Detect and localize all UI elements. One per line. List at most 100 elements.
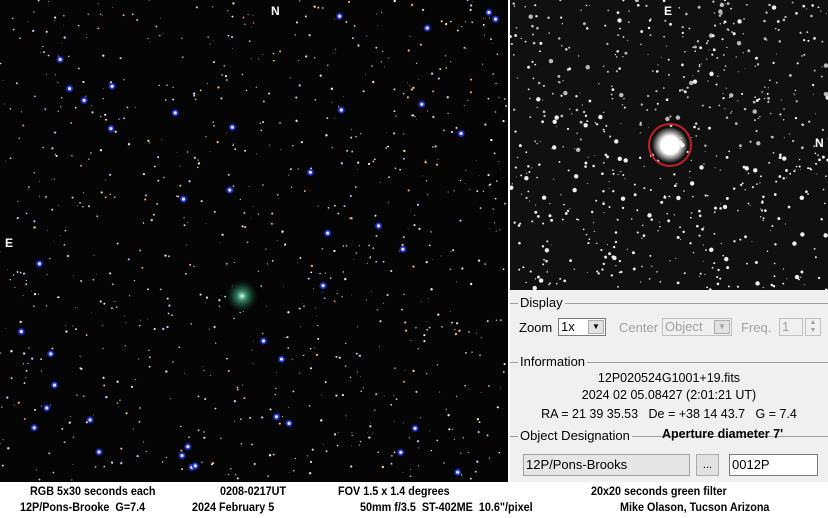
- browse-button[interactable]: ...: [696, 454, 719, 476]
- star: [676, 195, 681, 201]
- zoom-select[interactable]: 1x ▼: [558, 318, 606, 336]
- star: [239, 198, 241, 201]
- star: [145, 450, 147, 452]
- star: [478, 175, 480, 176]
- center-select[interactable]: Object ▼: [662, 318, 732, 336]
- star: [214, 407, 217, 410]
- star: [144, 198, 147, 201]
- star: [736, 285, 739, 288]
- caption-object: 12P/Pons-Brooke G=7.4: [20, 500, 146, 514]
- star: [624, 178, 626, 180]
- star: [410, 3, 414, 6]
- star: [205, 136, 207, 138]
- star: [166, 297, 169, 300]
- star: [252, 363, 254, 364]
- star: [766, 39, 768, 41]
- star: [227, 473, 230, 476]
- star: [116, 402, 119, 404]
- star: [776, 20, 780, 23]
- star: [525, 281, 527, 284]
- star: [719, 2, 725, 8]
- star: [386, 132, 387, 134]
- star: [288, 471, 290, 473]
- star: [297, 262, 299, 264]
- star: [577, 55, 580, 57]
- star: [755, 130, 758, 132]
- star: [492, 73, 494, 75]
- star: [88, 205, 90, 208]
- star: [758, 98, 761, 101]
- star: [799, 31, 802, 34]
- star: [182, 56, 184, 57]
- star: [587, 156, 589, 158]
- star: [142, 172, 146, 176]
- star: [15, 82, 18, 85]
- star: [134, 106, 136, 108]
- star: [262, 54, 264, 56]
- star: [794, 89, 797, 92]
- star: [394, 367, 396, 369]
- star: [292, 390, 295, 393]
- star: [240, 418, 242, 420]
- star: [466, 0, 469, 1]
- star: [253, 340, 254, 342]
- star: [114, 196, 116, 198]
- star: [558, 81, 561, 84]
- star: [399, 168, 401, 171]
- star: [823, 233, 828, 238]
- star: [180, 449, 183, 452]
- object-code-field[interactable]: 0012P: [729, 454, 818, 476]
- star: [428, 244, 431, 247]
- star: [569, 108, 571, 110]
- star: [734, 122, 738, 126]
- star: [464, 183, 466, 184]
- star: [47, 54, 50, 57]
- star: [342, 271, 344, 273]
- star: [818, 158, 821, 162]
- star: [690, 159, 693, 162]
- star: [401, 247, 405, 251]
- star: [778, 175, 782, 178]
- star: [470, 477, 472, 480]
- star: [310, 167, 312, 170]
- star: [538, 163, 541, 166]
- star: [445, 67, 448, 69]
- star: [102, 376, 105, 379]
- star: [382, 50, 384, 52]
- star: [498, 96, 500, 99]
- star: [155, 25, 158, 28]
- freq-input[interactable]: 1: [779, 318, 803, 336]
- star: [649, 189, 652, 192]
- star: [737, 19, 742, 24]
- star: [82, 80, 85, 84]
- star: [647, 54, 649, 56]
- star: [693, 125, 696, 129]
- star: [711, 266, 714, 269]
- freq-spinner[interactable]: ▲ ▼: [805, 318, 821, 336]
- star: [105, 395, 108, 399]
- star: [149, 41, 151, 43]
- star: [307, 277, 310, 280]
- star: [372, 247, 375, 249]
- star: [179, 184, 182, 187]
- star: [755, 98, 759, 102]
- star: [722, 204, 728, 210]
- star: [427, 298, 429, 299]
- star: [407, 189, 410, 192]
- star: [684, 50, 686, 53]
- star: [313, 287, 314, 289]
- star: [614, 53, 617, 56]
- star: [287, 311, 290, 314]
- star: [550, 218, 554, 222]
- star: [416, 203, 420, 206]
- star: [627, 21, 630, 24]
- star: [437, 77, 440, 80]
- object-name-field[interactable]: 12P/Pons-Brooks: [523, 454, 690, 476]
- star: [769, 79, 771, 82]
- star: [28, 347, 30, 349]
- star: [351, 445, 353, 446]
- star: [682, 230, 685, 234]
- star: [295, 119, 298, 123]
- star: [356, 371, 358, 373]
- star: [733, 240, 736, 243]
